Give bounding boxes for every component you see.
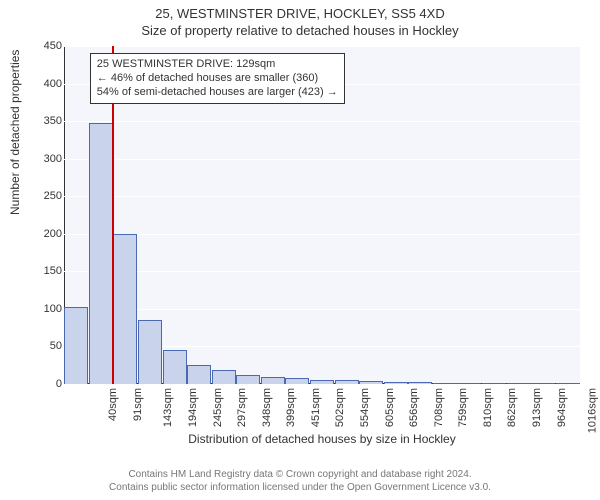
x-tick-label: 656sqm: [408, 388, 420, 427]
title-line-2: Size of property relative to detached ho…: [0, 23, 600, 40]
x-tick-label: 759sqm: [457, 388, 469, 427]
y-tick-label: 250: [36, 190, 62, 202]
y-tick-label: 100: [36, 303, 62, 315]
x-tick-label: 40sqm: [107, 388, 119, 421]
histogram-bar: [138, 320, 162, 384]
x-tick-label: 91sqm: [132, 388, 144, 421]
plot-area: 25 WESTMINSTER DRIVE: 129sqm← 46% of det…: [64, 46, 580, 384]
histogram-bar: [187, 365, 211, 384]
y-tick-label: 300: [36, 153, 62, 165]
x-tick-label: 862sqm: [507, 388, 519, 427]
annotation-box: 25 WESTMINSTER DRIVE: 129sqm← 46% of det…: [90, 53, 345, 104]
x-tick-label: 451sqm: [310, 388, 322, 427]
annotation-line: 54% of semi-detached houses are larger (…: [97, 85, 338, 99]
x-tick-label: 708sqm: [433, 388, 445, 427]
histogram-bar: [163, 350, 187, 384]
title-line-1: 25, WESTMINSTER DRIVE, HOCKLEY, SS5 4XD: [0, 6, 600, 23]
x-axis-label: Distribution of detached houses by size …: [64, 432, 580, 446]
x-tick-label: 399sqm: [285, 388, 297, 427]
grid-line: [64, 196, 580, 197]
chart-container: 25, WESTMINSTER DRIVE, HOCKLEY, SS5 4XD …: [0, 0, 600, 500]
annotation-line: ← 46% of detached houses are smaller (36…: [97, 71, 338, 85]
y-tick-label: 400: [36, 78, 62, 90]
footer-line-1: Contains HM Land Registry data © Crown c…: [0, 468, 600, 481]
x-tick-label: 1016sqm: [586, 388, 598, 433]
y-tick-label: 150: [36, 265, 62, 277]
grid-line: [64, 121, 580, 122]
title-block: 25, WESTMINSTER DRIVE, HOCKLEY, SS5 4XD …: [0, 0, 600, 40]
x-tick-label: 348sqm: [261, 388, 273, 427]
grid-line: [64, 271, 580, 272]
histogram-bar: [89, 123, 113, 384]
x-tick-label: 605sqm: [384, 388, 396, 427]
histogram-bar: [113, 234, 137, 384]
x-tick-label: 143sqm: [163, 388, 175, 427]
footer-line-2: Contains public sector information licen…: [0, 481, 600, 494]
x-tick-label: 913sqm: [531, 388, 543, 427]
annotation-line: 25 WESTMINSTER DRIVE: 129sqm: [97, 57, 338, 71]
x-tick-label: 502sqm: [335, 388, 347, 427]
histogram-bar: [236, 375, 260, 384]
y-axis: 050100150200250300350400450: [38, 46, 62, 384]
x-tick-label: 810sqm: [482, 388, 494, 427]
x-tick-label: 554sqm: [359, 388, 371, 427]
y-axis-label: Number of detached properties: [8, 50, 22, 215]
x-tick-label: 964sqm: [556, 388, 568, 427]
grid-line: [64, 159, 580, 160]
histogram-bar: [212, 370, 236, 384]
x-tick-label: 194sqm: [187, 388, 199, 427]
x-tick-label: 245sqm: [212, 388, 224, 427]
y-tick-label: 0: [36, 378, 62, 390]
y-tick-label: 350: [36, 115, 62, 127]
y-tick-label: 200: [36, 228, 62, 240]
x-tick-label: 297sqm: [236, 388, 248, 427]
grid-line: [64, 46, 580, 47]
histogram-bar: [261, 377, 285, 385]
grid-line: [64, 234, 580, 235]
grid-line: [64, 309, 580, 310]
footer: Contains HM Land Registry data © Crown c…: [0, 468, 600, 494]
y-tick-label: 450: [36, 40, 62, 52]
y-tick-label: 50: [36, 340, 62, 352]
histogram-bar: [64, 307, 88, 384]
